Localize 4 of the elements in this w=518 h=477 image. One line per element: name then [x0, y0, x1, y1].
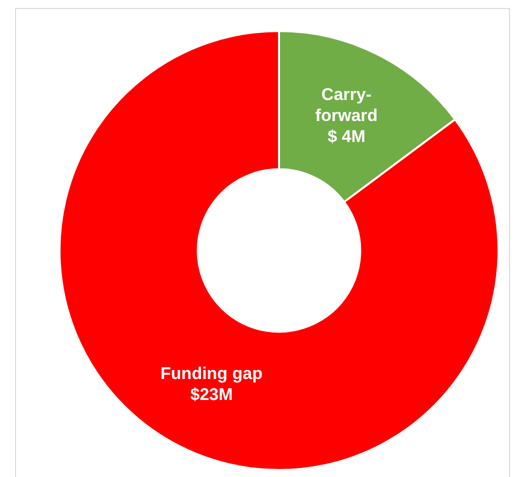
slice-label: Carry-forward — [315, 84, 378, 125]
slice-label: Funding gap — [160, 364, 263, 384]
data-label: $23M — [190, 385, 233, 404]
data-label: $ 4M — [328, 126, 366, 146]
